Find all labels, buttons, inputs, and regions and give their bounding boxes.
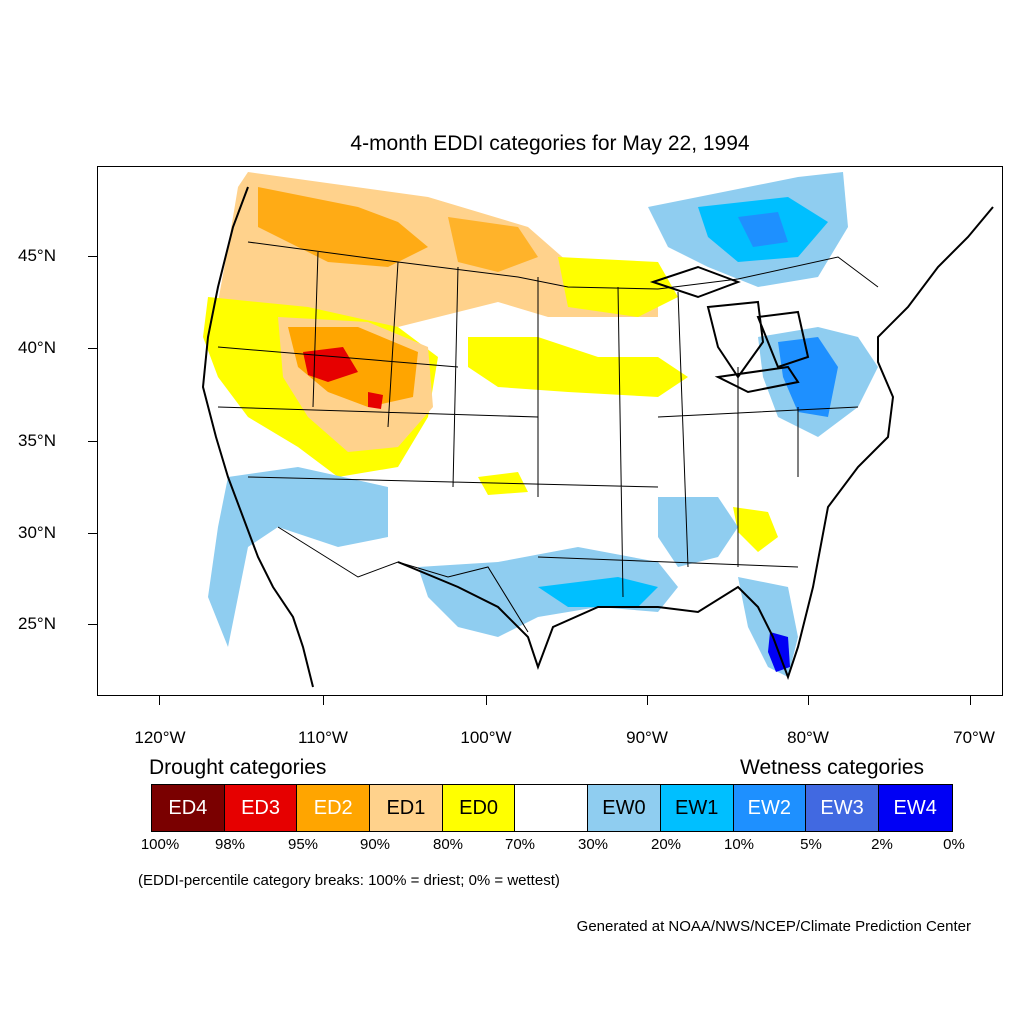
- lat-tick: [88, 348, 97, 349]
- break-label: 90%: [359, 836, 391, 853]
- lon-tick: [159, 696, 160, 705]
- lon-tick: [647, 696, 648, 705]
- break-label: 100%: [140, 836, 180, 853]
- break-label: 70%: [504, 836, 536, 853]
- ew-southeast-region: [658, 497, 738, 567]
- ew1-gulf-coast-region: [538, 577, 658, 607]
- lon-label: 70°W: [953, 728, 995, 747]
- wetness-heading: Wetness categories: [740, 756, 925, 779]
- lat-tick: [88, 441, 97, 442]
- ed3-core-region: [303, 347, 358, 382]
- legend-cell-ew2: EW2: [733, 785, 807, 831]
- ed0-great-plains-region: [468, 337, 688, 397]
- gulf-coastline: [397, 206, 994, 680]
- mexico-us-border: [277, 526, 529, 633]
- break-label: 80%: [432, 836, 464, 853]
- ed2-northwest-region: [258, 187, 428, 267]
- lon-label: 80°W: [787, 728, 829, 747]
- lat-label: 25°N: [18, 614, 56, 633]
- ew2-northeast-core-region: [778, 337, 838, 417]
- eddi-map: [97, 166, 1003, 696]
- credit-line: Generated at NOAA/NWS/NCEP/Climate Predi…: [576, 918, 971, 935]
- lat-label: 45°N: [18, 246, 56, 265]
- ew2-upper-michigan-region: [738, 212, 788, 247]
- lon-label: 90°W: [626, 728, 668, 747]
- lat-label: 35°N: [18, 431, 56, 450]
- legend-cell-ed3: ED3: [224, 785, 298, 831]
- break-label: 30%: [577, 836, 609, 853]
- break-label: 98%: [214, 836, 246, 853]
- ed3-core-region-2: [368, 392, 383, 409]
- lon-tick: [970, 696, 971, 705]
- break-label: 0%: [943, 836, 965, 853]
- great-lakes-outline: [649, 265, 810, 394]
- map-title: 4-month EDDI categories for May 22, 1994: [350, 132, 750, 155]
- lat-tick: [88, 256, 97, 257]
- break-label: 10%: [723, 836, 755, 853]
- break-label: 95%: [287, 836, 319, 853]
- legend-cell-ed2: ED2: [297, 785, 371, 831]
- ed0-carolinas-region: [733, 507, 778, 552]
- legend-cell-ew3: EW3: [806, 785, 879, 831]
- eddi-map-graphic: [201, 172, 994, 688]
- break-label: 5%: [800, 836, 822, 853]
- legend-cell-ew0: EW0: [588, 785, 661, 831]
- lat-label: 30°N: [18, 523, 56, 542]
- lon-label: 120°W: [134, 728, 186, 747]
- legend-cell-ed4: ED4: [152, 785, 225, 831]
- break-label: 20%: [650, 836, 682, 853]
- legend-cell-neutral: [515, 785, 589, 831]
- ed2-montana-region: [448, 217, 538, 272]
- legend-cell-ew1: EW1: [660, 785, 734, 831]
- lat-tick: [88, 624, 97, 625]
- lon-tick: [808, 696, 809, 705]
- category-legend: ED4 ED3 ED2 ED1 ED0 EW0 EW1 EW2 EW3 EW4: [151, 784, 953, 832]
- pacific-coastline: [201, 186, 314, 688]
- legend-cell-ed1: ED1: [370, 785, 443, 831]
- legend-cell-ed0: ED0: [442, 785, 516, 831]
- canada-us-border: [247, 241, 879, 290]
- lat-label: 40°N: [18, 338, 56, 357]
- state-lines: [217, 251, 859, 598]
- lat-tick: [88, 533, 97, 534]
- lon-tick: [486, 696, 487, 705]
- drought-heading: Drought categories: [149, 756, 327, 779]
- break-label: 2%: [871, 836, 893, 853]
- lon-label: 100°W: [460, 728, 512, 747]
- legend-cell-ew4: EW4: [878, 785, 952, 831]
- lon-label: 110°W: [298, 728, 348, 747]
- lon-tick: [323, 696, 324, 705]
- ew-southwest-region: [208, 467, 388, 647]
- category-breaks-note: (EDDI-percentile category breaks: 100% =…: [138, 872, 560, 889]
